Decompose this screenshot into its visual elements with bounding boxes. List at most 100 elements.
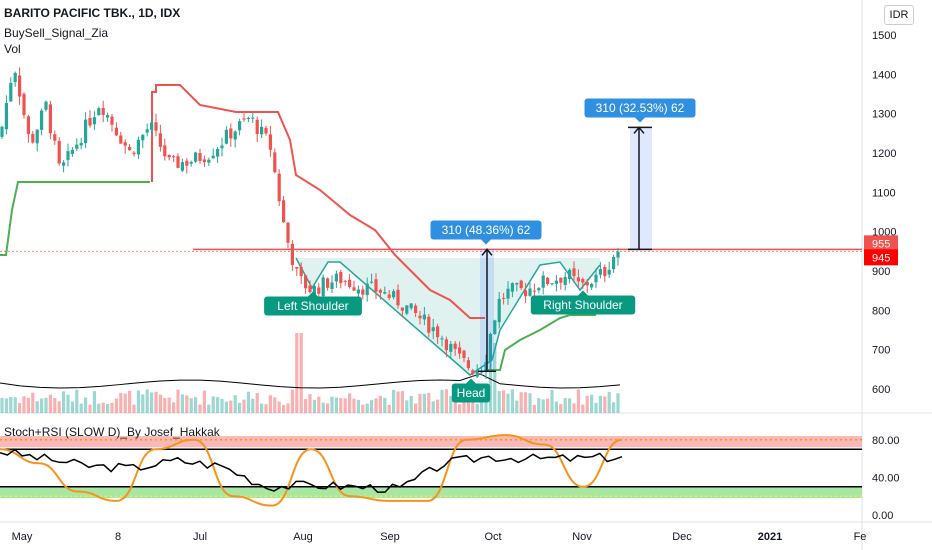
volume-bar [114, 398, 118, 413]
candle-body [35, 129, 39, 144]
volume-bar [308, 394, 312, 413]
annotation-labels[interactable]: Left Shoulder Head Right Shoulder 310 (48.3… [264, 98, 898, 403]
volume-bar [348, 393, 352, 413]
candle-body [612, 256, 616, 270]
volume-bar [9, 397, 13, 413]
volume-bar [136, 390, 140, 413]
label-left-shoulder[interactable]: Left Shoulder [264, 291, 362, 316]
volume-bar [128, 390, 132, 413]
candle-body [308, 285, 312, 293]
candle-body [154, 122, 158, 131]
candle-body [264, 127, 268, 134]
label-left-shoulder-box [264, 296, 362, 316]
stoch-line [0, 434, 623, 507]
candle-body [502, 297, 506, 299]
candle-body [132, 152, 136, 155]
osc-tick-label: 80.00 [872, 435, 900, 447]
candle-body [506, 288, 510, 299]
volume-bar [409, 395, 413, 413]
candle-body [339, 272, 343, 284]
candle-body [110, 116, 114, 125]
candle-body [31, 133, 35, 143]
price-tag-text: 945 [872, 252, 890, 264]
volume-bar [352, 398, 356, 413]
label-right-shoulder-text: Right Shoulder [543, 298, 622, 312]
volume-bar [233, 395, 237, 413]
candle-body [352, 287, 356, 291]
volume-bar [268, 395, 272, 413]
volume-bar [304, 399, 308, 413]
candle-body [550, 283, 554, 285]
rsi-line [0, 448, 623, 493]
volume-bar [550, 389, 554, 413]
candle-body [75, 144, 79, 149]
label-right-shoulder[interactable]: Right Shoulder [530, 290, 636, 315]
candle-body [0, 126, 4, 137]
volume-bar [224, 401, 228, 413]
candle-body [229, 128, 233, 139]
time-tick-label: Fe [854, 531, 867, 543]
candle-body [563, 277, 567, 285]
volume-bar [361, 404, 365, 413]
volume-bar [506, 393, 510, 413]
volume-bar [616, 393, 620, 413]
candle-body [427, 316, 431, 333]
volume-bar [48, 394, 52, 413]
time-tick-label: Sep [380, 531, 400, 543]
candle-body [471, 370, 475, 375]
volume-bar [326, 403, 330, 413]
volume-bar [585, 395, 589, 413]
volume-bar [198, 404, 202, 413]
volume-bar [458, 404, 462, 413]
volume-bar [400, 391, 404, 413]
volume-bar [524, 392, 528, 413]
volume-bar [277, 401, 281, 413]
candle-body [172, 156, 176, 158]
candle-body [136, 139, 140, 155]
candle-body [48, 104, 52, 134]
candle-body [370, 281, 374, 283]
candle-body [383, 292, 387, 294]
volume-bar [13, 397, 17, 413]
price-tag-box [864, 249, 898, 266]
candle-body [524, 290, 528, 297]
candle-body [312, 286, 316, 295]
candle-body [92, 117, 96, 125]
candle-body [224, 129, 228, 144]
volume-bar [365, 403, 369, 413]
candle-body [519, 280, 523, 289]
measure-label-1[interactable]: 310 (48.36%) 62 [430, 220, 542, 245]
currency-badge[interactable]: IDR [884, 5, 914, 25]
volume-bar [427, 392, 431, 413]
candle-body [141, 134, 145, 141]
label-head[interactable]: Head [451, 378, 491, 403]
candle-body [53, 134, 57, 141]
measure-tools[interactable] [478, 126, 652, 373]
measure-label-1-pointer [481, 239, 491, 245]
volume-bar [75, 389, 79, 413]
volume-bar [242, 399, 246, 413]
volume-bar [273, 397, 277, 413]
candle-body [343, 280, 347, 282]
volume-bar [466, 401, 470, 413]
candle-body [202, 159, 206, 163]
measure-label-2[interactable]: 310 (32.53%) 62 [584, 98, 696, 123]
osc-tick-label: 0.00 [872, 510, 893, 522]
oversold-band [0, 486, 862, 499]
candle-body [348, 279, 352, 287]
time-tick-label: May [12, 531, 33, 543]
candle-body [334, 273, 338, 282]
candle-body [88, 117, 92, 126]
measure-area-2 [630, 127, 652, 250]
volume-bar [40, 398, 44, 413]
volume-bar [119, 392, 123, 413]
volume-bar [554, 401, 558, 413]
candle-body [282, 200, 286, 223]
volume-bar [519, 392, 523, 413]
candle-body [304, 275, 308, 289]
volume-bar [488, 343, 492, 413]
volume-bar [101, 402, 105, 413]
candle-body [119, 135, 123, 144]
